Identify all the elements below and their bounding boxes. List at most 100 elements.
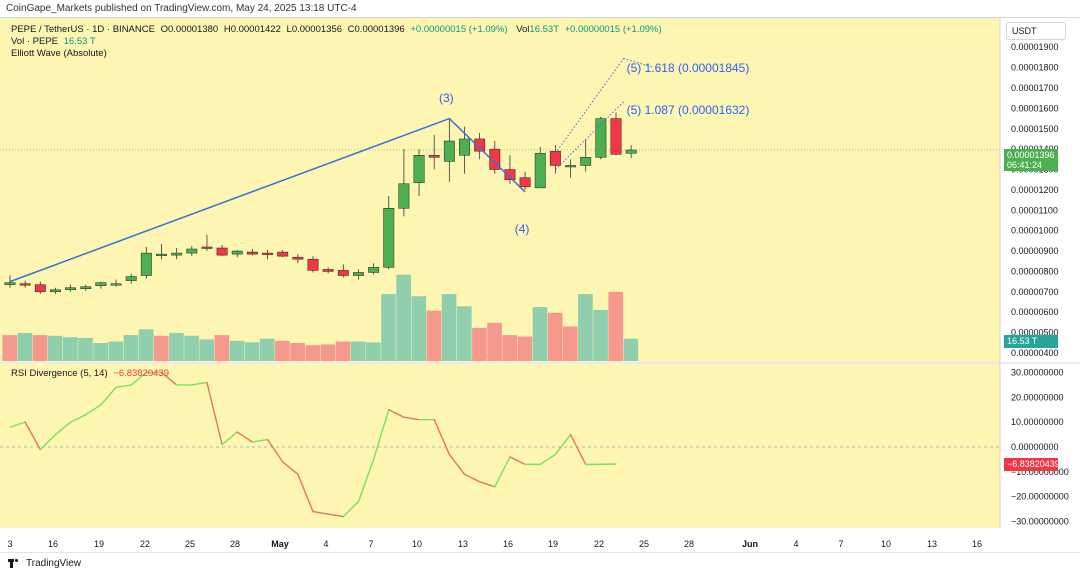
time-tick-label: Jun <box>742 539 758 549</box>
volume-bar <box>184 335 199 361</box>
time-tick-label: 16 <box>503 539 513 549</box>
tradingview-logo[interactable]: TradingView <box>8 558 81 569</box>
volume-bar <box>169 332 184 361</box>
volume-bar <box>335 341 351 361</box>
candle-body <box>504 169 516 180</box>
volume-bar <box>305 345 321 361</box>
rsi-legend[interactable]: RSI Divergence (5, 14) −6.83820439 <box>11 368 169 379</box>
candle-body <box>443 140 455 162</box>
time-tick-label: 16 <box>972 539 982 549</box>
volume-bar <box>578 294 593 361</box>
symbol-legend: PEPE / TetherUS · 1D · BINANCE O0.000013… <box>11 24 662 35</box>
candle-body <box>125 276 137 281</box>
volume-bar <box>32 335 48 361</box>
candle-body <box>413 155 425 184</box>
rsi-segment <box>357 458 375 503</box>
footer: TradingView <box>0 552 1080 576</box>
wave-3-label: (3) <box>439 91 454 105</box>
ohlc-high: H0.00001422 <box>223 24 281 35</box>
candle-body <box>231 250 243 255</box>
ohlc-change: +0.00000015 (+1.09%) <box>410 24 508 35</box>
volume-bar <box>562 326 578 361</box>
vol-label: Vol <box>516 24 530 35</box>
candle-body <box>459 138 470 156</box>
candle-body <box>565 165 576 168</box>
time-tick-label: 28 <box>684 539 694 549</box>
rsi-segment <box>327 513 344 518</box>
volume-legend[interactable]: Vol · PEPE 16.53 T <box>11 36 96 47</box>
rsi-segment <box>554 433 572 456</box>
rsi-segment <box>342 500 360 518</box>
rsi-segment <box>206 381 223 446</box>
volume-bar <box>138 329 154 361</box>
rsi-segment <box>85 404 102 416</box>
rsi-segment <box>312 510 329 515</box>
price-tick-label: 0.00001000 <box>1011 226 1059 236</box>
rsi-segment <box>39 433 57 451</box>
rsi-segment <box>388 409 405 418</box>
rsi-tick-label: 10.00000000 <box>1011 417 1064 427</box>
rsi-value-badge: −6.83820439 <box>1004 458 1060 471</box>
volume-bar <box>63 337 78 361</box>
volume-bar <box>290 343 305 361</box>
candle-body <box>549 150 561 166</box>
volume-bar <box>244 342 260 361</box>
volume-bar <box>608 291 624 361</box>
candle-body <box>307 258 319 271</box>
last-price-badge: 0.00001396 06:41:24 <box>1004 149 1058 171</box>
price-tick-label: 0.00000400 <box>1011 348 1059 358</box>
volume-bar <box>2 335 18 361</box>
currency-selector[interactable]: USDT <box>1006 22 1066 40</box>
volume-bar <box>411 296 427 361</box>
time-tick-label: 19 <box>548 539 558 549</box>
candle-body <box>201 246 213 249</box>
time-tick-label: 25 <box>639 539 649 549</box>
rsi-segment <box>509 456 526 466</box>
candle-body <box>292 256 304 260</box>
rsi-segment <box>100 386 117 406</box>
volume-bar <box>47 335 63 361</box>
rsi-indicator-value: −6.83820439 <box>113 368 170 379</box>
volume-bar <box>593 309 608 361</box>
candle-body <box>368 267 380 273</box>
candle-body <box>474 138 486 152</box>
rsi-segment <box>478 481 496 488</box>
publisher-text: CoinGape_Markets published on TradingVie… <box>6 3 357 14</box>
last-price-value: 0.00001396 <box>1007 150 1055 160</box>
ohlc-close: C0.00001396 <box>347 24 405 35</box>
time-tick-label: 4 <box>323 539 328 549</box>
rsi-tick-label: −30.00000000 <box>1011 517 1069 527</box>
price-tick-label: 0.00001900 <box>1011 42 1059 52</box>
price-tick-label: 0.00001100 <box>1011 205 1058 215</box>
elliott-wave-line <box>9 117 526 283</box>
chart-frame[interactable]: 0.00001900 0.00001800 0.00001700 0.00001600… <box>0 17 1080 551</box>
rsi-tick-label: −20.00000000 <box>1011 492 1069 502</box>
time-tick-label: 10 <box>412 539 422 549</box>
price-tick-label: 0.00000600 <box>1011 307 1059 317</box>
volume-bar <box>350 341 366 361</box>
rsi-segment <box>433 418 451 456</box>
rsi-tick-label: −10.00000000 <box>1011 467 1069 477</box>
symbol-name[interactable]: PEPE / TetherUS · 1D · BINANCE <box>11 24 155 35</box>
volume-bar <box>381 294 396 361</box>
tradingview-icon <box>8 559 22 568</box>
candle-body <box>216 247 228 256</box>
volume-bar <box>320 344 336 361</box>
time-tick-label: 28 <box>230 539 240 549</box>
candle-body <box>322 269 334 272</box>
volume-bar <box>214 335 230 361</box>
rsi-segment <box>282 461 299 476</box>
time-tick-label: May <box>271 539 289 549</box>
time-tick-label: 10 <box>881 539 891 549</box>
price-chart[interactable]: 0.00001900 0.00001800 0.00001700 0.00001600… <box>0 18 1080 552</box>
elliott-wave-legend[interactable]: Elliott Wave (Absolute) <box>11 48 107 59</box>
time-tick-label: 4 <box>793 539 798 549</box>
rsi-tick-label: 0.00000000 <box>1011 442 1059 452</box>
candle-body <box>4 282 16 285</box>
rsi-segment <box>403 416 420 421</box>
candle-body <box>246 251 258 255</box>
volume-bar <box>487 322 502 361</box>
rsi-segment <box>251 438 269 443</box>
fib-1618-label: (5) 1.618 (0.00001845) <box>627 61 750 75</box>
rsi-segment <box>9 421 26 428</box>
